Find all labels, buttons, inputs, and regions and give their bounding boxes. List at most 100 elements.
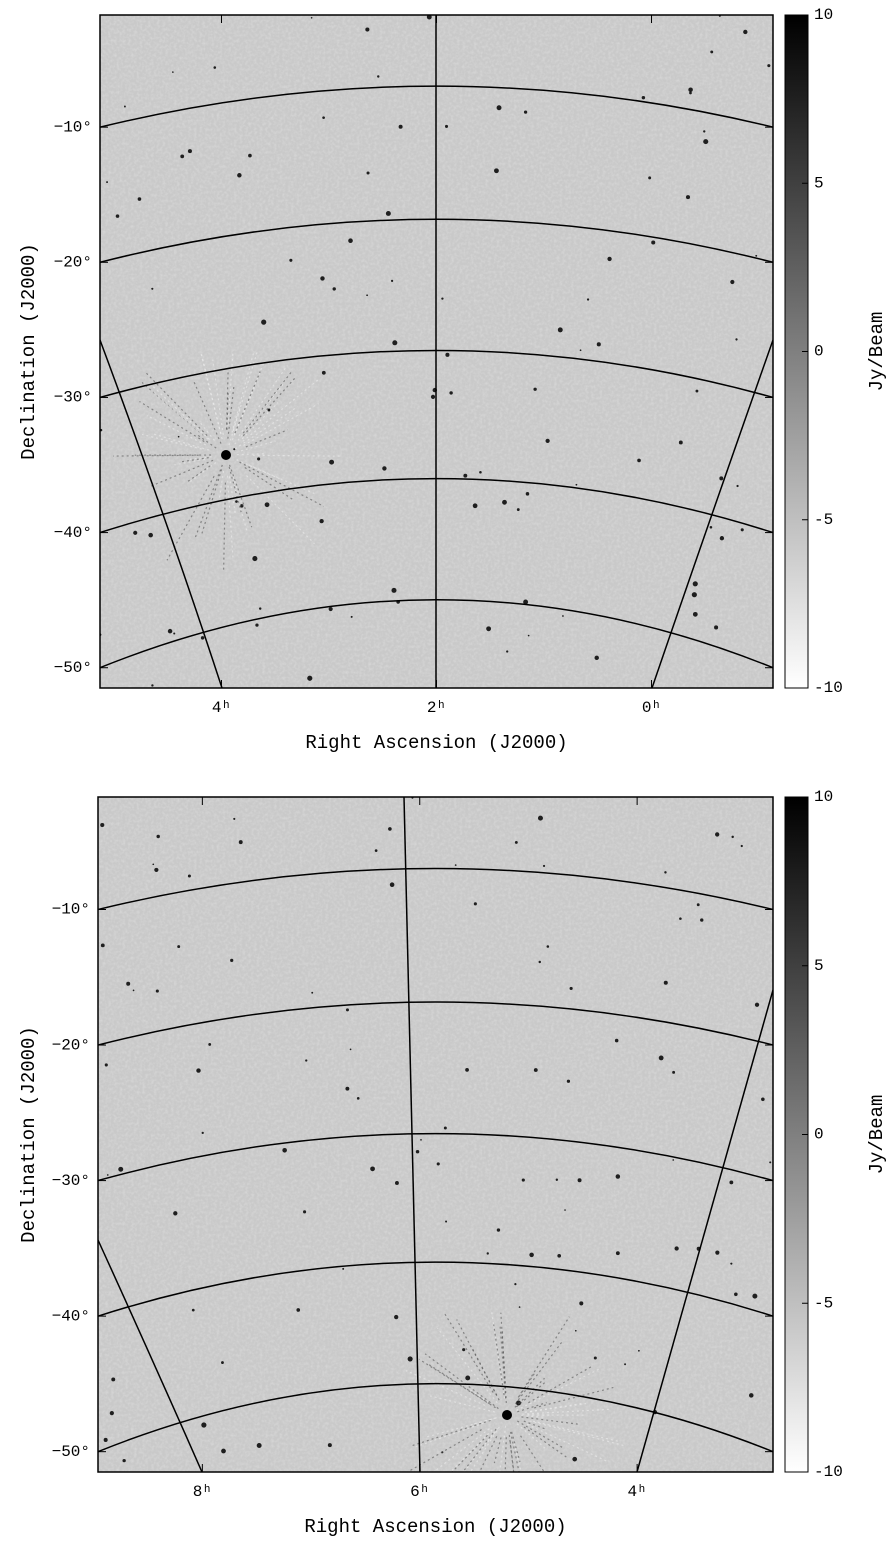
source: [100, 823, 104, 827]
source: [487, 1252, 489, 1254]
source: [156, 990, 159, 993]
colorbar-tick-label: 0: [814, 343, 824, 361]
source: [296, 1308, 300, 1312]
source: [558, 327, 563, 332]
source: [305, 1059, 307, 1061]
source: [580, 349, 582, 351]
source: [715, 1251, 719, 1255]
source: [697, 903, 700, 906]
source: [564, 1209, 566, 1211]
source: [556, 1179, 558, 1181]
source: [311, 17, 313, 19]
source: [607, 257, 611, 261]
source: [307, 676, 312, 681]
source: [329, 460, 334, 465]
source: [133, 990, 135, 992]
source: [172, 71, 174, 73]
source: [133, 531, 137, 535]
source: [769, 1161, 771, 1163]
source: [156, 835, 159, 838]
source: [208, 1043, 211, 1046]
source: [675, 1246, 679, 1250]
colorbar-tick-label: 10: [814, 788, 833, 806]
source: [257, 457, 260, 460]
colorbar-tick-label: -10: [814, 1463, 843, 1481]
source: [595, 656, 599, 660]
source: [111, 1377, 115, 1381]
source: [465, 1375, 470, 1380]
source: [730, 280, 734, 284]
source: [752, 1294, 757, 1299]
source: [213, 66, 216, 69]
y-axis-label: Declination (J2000): [18, 1026, 40, 1243]
colorbar-label: Jy/Beam: [866, 1095, 888, 1175]
y-tick-label: −50°: [54, 659, 92, 677]
y-axis-label: Declination (J2000): [18, 243, 40, 460]
source: [502, 500, 507, 505]
x-tick-label: 0ʰ: [642, 699, 661, 717]
colorbar-tick-label: -10: [814, 679, 843, 697]
source: [235, 500, 238, 503]
source: [689, 92, 692, 95]
source: [248, 154, 252, 158]
source: [365, 27, 369, 31]
source: [201, 636, 204, 639]
y-tick-label: −10°: [52, 901, 90, 919]
source: [710, 50, 713, 53]
colorbar-tick-label: 10: [814, 6, 833, 24]
source: [543, 865, 545, 867]
source: [366, 294, 368, 296]
source: [138, 197, 142, 201]
source: [118, 1167, 123, 1172]
y-tick-label: −20°: [54, 254, 92, 272]
source: [196, 1068, 200, 1072]
y-tick-label: −30°: [52, 1172, 90, 1190]
source: [714, 625, 718, 629]
source: [734, 1292, 738, 1296]
source: [517, 508, 520, 511]
source: [178, 436, 180, 438]
source: [367, 171, 370, 174]
source: [594, 1357, 597, 1360]
source: [392, 340, 397, 345]
source: [259, 607, 261, 609]
source: [221, 1361, 224, 1364]
source: [693, 581, 698, 586]
source: [528, 635, 530, 637]
y-tick-label: −30°: [54, 389, 92, 407]
x-tick-label: 4ʰ: [212, 699, 231, 717]
source: [357, 1097, 360, 1100]
source: [570, 987, 573, 990]
source: [342, 1268, 344, 1270]
source: [350, 1048, 352, 1050]
source: [731, 836, 733, 838]
source: [382, 466, 386, 470]
source: [126, 982, 130, 986]
source: [377, 75, 379, 77]
source: [180, 155, 184, 159]
source: [322, 371, 326, 375]
source: [741, 845, 743, 847]
source: [729, 1180, 733, 1184]
source: [399, 125, 403, 129]
source: [659, 1055, 664, 1060]
source: [700, 918, 703, 921]
source: [515, 841, 518, 844]
source: [767, 64, 770, 67]
source: [664, 981, 668, 985]
source: [749, 1393, 754, 1398]
source: [547, 945, 550, 948]
source: [104, 1438, 108, 1442]
source: [624, 1363, 626, 1365]
source: [445, 353, 449, 357]
source: [720, 536, 724, 540]
source: [473, 503, 478, 508]
source: [736, 485, 738, 487]
source: [395, 1181, 399, 1185]
source: [107, 1174, 109, 1176]
x-axis-label: Right Ascension (J2000): [304, 1516, 566, 1538]
source: [755, 1003, 759, 1007]
source: [319, 519, 323, 523]
source: [177, 945, 180, 948]
